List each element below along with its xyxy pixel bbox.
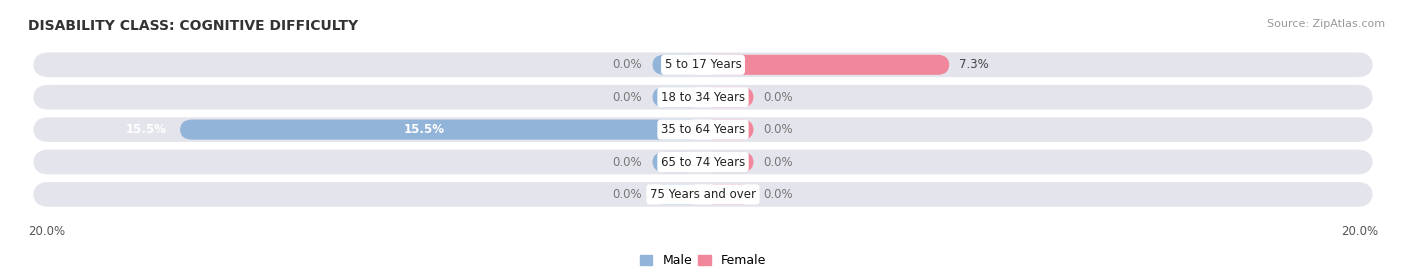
Text: Source: ZipAtlas.com: Source: ZipAtlas.com [1267, 19, 1385, 29]
Text: DISABILITY CLASS: COGNITIVE DIFFICULTY: DISABILITY CLASS: COGNITIVE DIFFICULTY [28, 19, 359, 33]
Text: 0.0%: 0.0% [613, 91, 643, 104]
Text: 0.0%: 0.0% [763, 123, 793, 136]
Legend: Male, Female: Male, Female [636, 249, 770, 270]
FancyBboxPatch shape [34, 117, 1372, 142]
Text: 0.0%: 0.0% [763, 91, 793, 104]
Text: 15.5%: 15.5% [125, 123, 166, 136]
FancyBboxPatch shape [652, 152, 703, 172]
Text: 5 to 17 Years: 5 to 17 Years [665, 58, 741, 71]
FancyBboxPatch shape [703, 55, 949, 75]
Text: 15.5%: 15.5% [404, 123, 446, 136]
Text: 20.0%: 20.0% [1341, 225, 1378, 238]
FancyBboxPatch shape [180, 120, 703, 140]
Text: 0.0%: 0.0% [613, 58, 643, 71]
Text: 20.0%: 20.0% [28, 225, 65, 238]
Text: 35 to 64 Years: 35 to 64 Years [661, 123, 745, 136]
Text: 0.0%: 0.0% [763, 156, 793, 168]
FancyBboxPatch shape [652, 87, 703, 107]
FancyBboxPatch shape [703, 120, 754, 140]
FancyBboxPatch shape [34, 85, 1372, 110]
Text: 7.3%: 7.3% [959, 58, 990, 71]
FancyBboxPatch shape [652, 55, 703, 75]
FancyBboxPatch shape [34, 150, 1372, 174]
Text: 0.0%: 0.0% [763, 188, 793, 201]
Text: 0.0%: 0.0% [613, 188, 643, 201]
Text: 0.0%: 0.0% [613, 156, 643, 168]
FancyBboxPatch shape [703, 87, 754, 107]
FancyBboxPatch shape [34, 182, 1372, 207]
FancyBboxPatch shape [703, 184, 754, 204]
Text: 75 Years and over: 75 Years and over [650, 188, 756, 201]
FancyBboxPatch shape [703, 152, 754, 172]
Text: 65 to 74 Years: 65 to 74 Years [661, 156, 745, 168]
Text: 18 to 34 Years: 18 to 34 Years [661, 91, 745, 104]
FancyBboxPatch shape [652, 184, 703, 204]
FancyBboxPatch shape [34, 52, 1372, 77]
